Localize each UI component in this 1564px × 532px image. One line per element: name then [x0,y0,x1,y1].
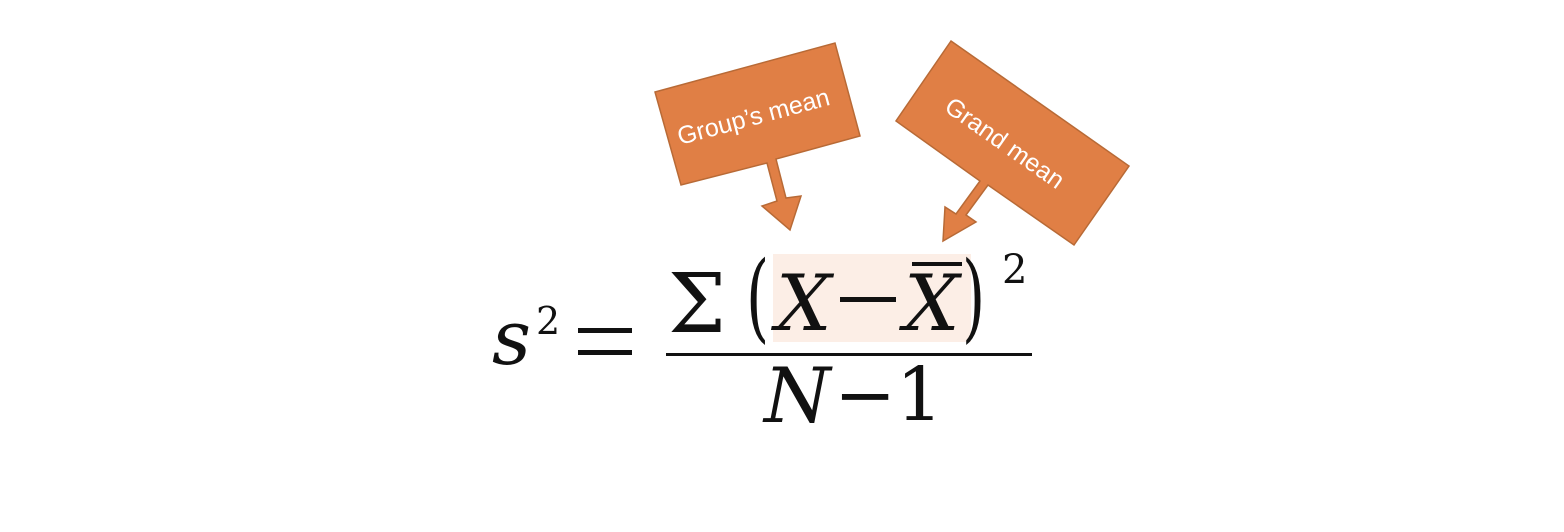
grand-mean-callout: Grand mean [894,39,1131,247]
minus-sign [840,297,896,302]
lhs-exponent: 2 [536,299,560,343]
sum-symbol: Σ [668,257,726,352]
overline [912,262,962,266]
fraction-bar [666,353,1032,356]
denominator-rest: −1 [834,352,943,438]
x-symbol: X [770,259,835,349]
x-bar: X [898,259,963,349]
paren-open: ( [746,241,769,353]
xbar-symbol: X [898,259,963,349]
grand-mean-arrow-shape [894,39,1131,247]
lhs-symbol: s [492,293,531,382]
paren-close: ) [962,241,985,353]
group-mean-callout: Group’s mean [654,42,861,232]
group-mean-arrow-shape [654,42,861,232]
equals-sign [578,328,632,355]
denominator-n: N [762,351,833,440]
exponent: 2 [1002,247,1027,293]
